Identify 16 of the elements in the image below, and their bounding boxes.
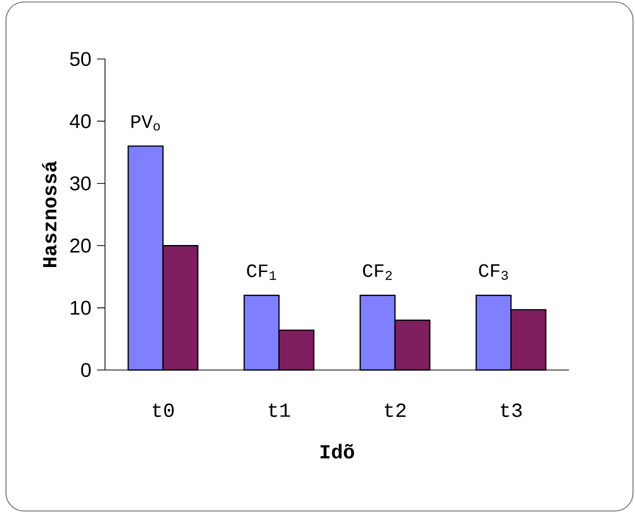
annotation: CF$_{2}$ — [363, 264, 392, 280]
x-tick-label: t1 — [268, 404, 290, 417]
y-tick-label: 40 — [70, 114, 91, 128]
x-tick-label: t2 — [384, 404, 406, 418]
annotation: CF$_{3}$ — [479, 264, 508, 280]
x-tick-label: t3 — [500, 404, 522, 418]
x-axis-title: Idõ — [320, 444, 354, 459]
y-axis-title: Hasznossá — [42, 161, 56, 267]
x-tick-label: t0 — [152, 404, 174, 418]
y-tick-label: 10 — [70, 300, 91, 315]
y-tick-label: 20 — [70, 238, 91, 253]
y-tick-label: 0 — [81, 362, 91, 378]
annotation: PV$_{o}$ — [132, 115, 160, 131]
annotation: CF$_{1}$ — [247, 264, 276, 280]
y-tick-label: 50 — [70, 52, 91, 66]
y-tick-label: 30 — [70, 176, 91, 190]
